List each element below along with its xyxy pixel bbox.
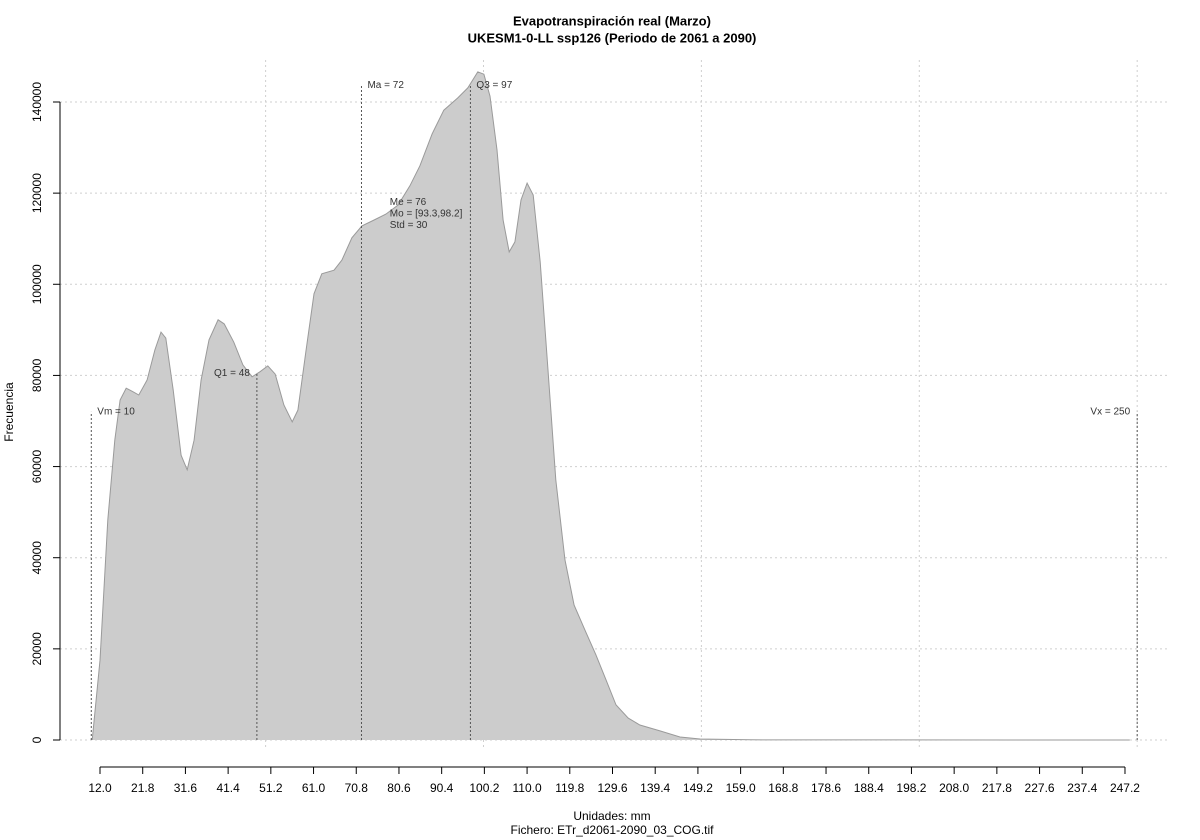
x-tick-label: 119.8 — [555, 781, 584, 795]
x-tick-label: 247.2 — [1110, 781, 1140, 795]
x-tick-label: 168.8 — [768, 781, 798, 795]
x-tick-label: 227.6 — [1025, 781, 1055, 795]
y-tick-label: 140000 — [30, 82, 44, 122]
x-tick-label: 208.0 — [939, 781, 969, 795]
x-tick-label: 149.2 — [683, 781, 713, 795]
x-tick-label: 129.6 — [597, 781, 627, 795]
annotation-label: Vx = 250 — [1090, 407, 1130, 418]
x-tick-label: 139.4 — [640, 781, 670, 795]
y-tick-label: 0 — [30, 736, 44, 743]
stats-text: Me = 76 — [390, 197, 427, 208]
x-tick-label: 12.0 — [88, 781, 112, 795]
x-tick-label: 31.6 — [174, 781, 198, 795]
annotation-label: Q1 = 48 — [214, 368, 250, 379]
x-tick-label: 100.2 — [469, 781, 499, 795]
stats-text: Mo = [93.3,98.2] — [390, 208, 463, 219]
x-tick-label: 178.6 — [811, 781, 841, 795]
x-tick-label: 41.4 — [216, 781, 240, 795]
area-line — [91, 71, 1130, 741]
area-fill — [92, 71, 1130, 740]
y-tick-label: 40000 — [30, 541, 44, 575]
chart-title: Evapotranspiración real (Marzo) — [513, 13, 711, 28]
x-tick-label: 159.0 — [726, 781, 756, 795]
x-tick-label: 110.0 — [513, 781, 542, 795]
y-axis-label: Frecuencia — [2, 382, 16, 442]
annotation-label: Ma = 72 — [367, 80, 404, 91]
x-tick-label: 51.2 — [259, 781, 283, 795]
y-tick-label: 120000 — [30, 173, 44, 213]
y-tick-label: 60000 — [30, 450, 44, 484]
y-tick-label: 100000 — [30, 264, 44, 304]
x-tick-label: 21.8 — [131, 781, 155, 795]
x-tick-label: 80.6 — [387, 781, 411, 795]
annotation-label: Vm = 10 — [97, 407, 135, 418]
y-tick-label: 80000 — [30, 358, 44, 392]
y-tick-label: 20000 — [30, 632, 44, 666]
caption: Fichero: ETr_d2061-2090_03_COG.tif — [511, 823, 715, 837]
annotation-label: Q3 = 97 — [476, 80, 512, 91]
x-tick-label: 237.4 — [1067, 781, 1097, 795]
x-axis-label: Unidades: mm — [573, 809, 650, 823]
stats-text: Std = 30 — [390, 220, 428, 231]
x-tick-label: 61.0 — [302, 781, 326, 795]
x-tick-label: 188.4 — [854, 781, 884, 795]
x-tick-label: 217.8 — [982, 781, 1012, 795]
x-tick-label: 70.8 — [345, 781, 369, 795]
x-tick-label: 198.2 — [896, 781, 926, 795]
chart-subtitle: UKESM1-0-LL ssp126 (Periodo de 2061 a 20… — [468, 30, 757, 45]
x-tick-label: 90.4 — [430, 781, 454, 795]
